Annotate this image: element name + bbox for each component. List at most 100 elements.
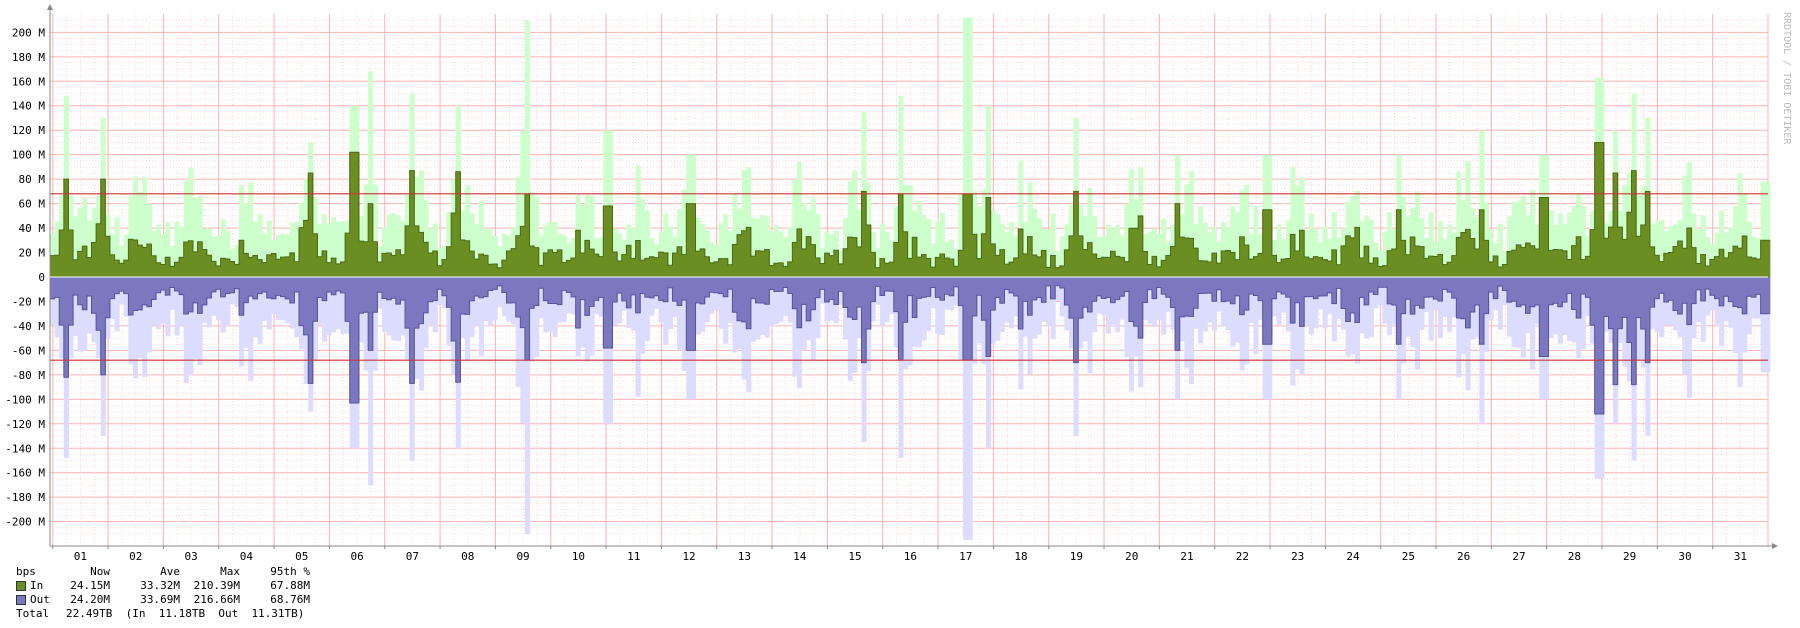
in-max-bar	[1746, 221, 1752, 277]
out-avg-bar	[1308, 277, 1314, 297]
in-max-bar	[1101, 235, 1107, 277]
out-avg-bar	[381, 277, 388, 299]
in-max-bar	[82, 198, 88, 277]
out-avg-bar	[1677, 277, 1683, 315]
in-avg-bar	[1594, 142, 1600, 277]
in-avg-bar	[681, 254, 687, 277]
in-max-bar	[1483, 202, 1490, 277]
in-avg-bar	[54, 255, 60, 277]
in-max-bar	[179, 226, 185, 277]
out-avg-bar	[847, 277, 853, 318]
in-max-bar	[432, 223, 438, 277]
in-avg-bar	[773, 263, 780, 277]
in-avg-bar	[566, 260, 572, 277]
out-max-bar	[741, 277, 747, 380]
in-avg-bar	[1387, 250, 1393, 277]
out-avg-bar	[630, 277, 637, 295]
in-max-bar	[183, 180, 189, 277]
out-max-bar	[1202, 277, 1208, 332]
in-max-bar	[1156, 233, 1162, 277]
in-max-bar	[1682, 175, 1688, 277]
in-max-bar	[326, 223, 332, 277]
out-max-bar	[1281, 277, 1287, 313]
out-max-bar	[1516, 277, 1522, 348]
in-avg-bar	[68, 230, 74, 277]
in-avg-bar	[1276, 262, 1282, 277]
out-max-bar	[879, 277, 886, 327]
in-avg-bar	[96, 223, 102, 277]
in-avg-bar	[870, 252, 876, 277]
in-avg-bar	[976, 258, 982, 277]
in-max-bar	[930, 243, 936, 277]
out-max-bar	[566, 277, 572, 314]
out-avg-bar	[303, 277, 309, 335]
out-avg-bar	[1207, 277, 1213, 294]
y-tick-label: -200 M	[5, 516, 45, 529]
in-avg-bar	[847, 237, 853, 277]
in-avg-bar	[1511, 250, 1517, 277]
in-avg-bar	[1175, 203, 1181, 277]
in-max-bar	[1105, 224, 1111, 277]
out-avg-bar	[824, 277, 830, 302]
out-avg-bar	[1571, 277, 1577, 310]
out-avg-bar	[428, 277, 434, 302]
in-avg-bar	[1507, 251, 1513, 277]
in-max-bar	[464, 185, 471, 277]
x-tick-label: 15	[848, 550, 861, 563]
out-max-bar	[1216, 277, 1222, 312]
in-max-bar	[723, 214, 729, 277]
out-avg-bar	[1050, 277, 1056, 299]
out-avg-bar	[796, 277, 803, 328]
in-max-bar	[750, 217, 756, 277]
out-avg-bar	[1004, 277, 1010, 290]
in-avg-bar	[829, 255, 835, 277]
out-avg-bar	[995, 277, 1001, 298]
in-max-bar	[1580, 206, 1586, 277]
in-max-bar	[856, 209, 863, 277]
out-max-bar	[1119, 277, 1125, 320]
out-max-bar	[603, 277, 609, 424]
out-avg-bar	[151, 277, 157, 300]
out-avg-bar	[372, 277, 378, 313]
in-avg-bar	[469, 251, 475, 277]
out-avg-bar	[916, 277, 922, 299]
in-avg-bar	[220, 258, 226, 277]
in-avg-bar	[460, 239, 466, 277]
out-max-bar	[1082, 277, 1088, 342]
out-avg-bar	[123, 277, 129, 294]
out-max-bar	[1728, 277, 1734, 328]
in-avg-bar	[1433, 256, 1439, 277]
out-avg-bar	[206, 277, 212, 298]
out-max-bar	[732, 277, 738, 353]
out-max-bar	[783, 277, 789, 316]
out-avg-bar	[875, 277, 881, 287]
out-max-bar	[1234, 277, 1241, 343]
out-avg-bar	[764, 277, 770, 305]
in-max-bar	[709, 242, 715, 277]
out-avg-bar	[893, 277, 899, 312]
out-max-bar	[935, 277, 941, 335]
out-max-bar	[372, 277, 378, 371]
in-avg-bar	[1603, 238, 1609, 277]
out-avg-bar	[1175, 277, 1181, 351]
in-max-bar	[225, 231, 231, 277]
in-avg-bar	[1230, 252, 1236, 277]
out-avg-bar	[1133, 277, 1139, 327]
out-max-bar	[1691, 277, 1697, 339]
in-max-bar	[787, 227, 793, 277]
in-avg-bar	[967, 193, 973, 277]
in-avg-bar	[1281, 259, 1287, 277]
in-avg-bar	[1327, 261, 1333, 277]
out-avg-bar	[1244, 277, 1250, 311]
out-max-bar	[1507, 277, 1513, 337]
in-max-bar	[1004, 232, 1010, 277]
rrdtool-credit: RRDTOOL / TOBI OETIKER	[1781, 12, 1792, 145]
out-avg-bar	[142, 277, 148, 305]
in-max-bar	[1308, 213, 1314, 277]
out-avg-bar	[1239, 277, 1245, 315]
in-max-bar	[1719, 210, 1725, 277]
in-avg-bar	[1290, 234, 1296, 277]
out-avg-bar	[856, 277, 863, 308]
out-max-bar	[1442, 277, 1448, 317]
out-avg-bar	[192, 277, 199, 303]
